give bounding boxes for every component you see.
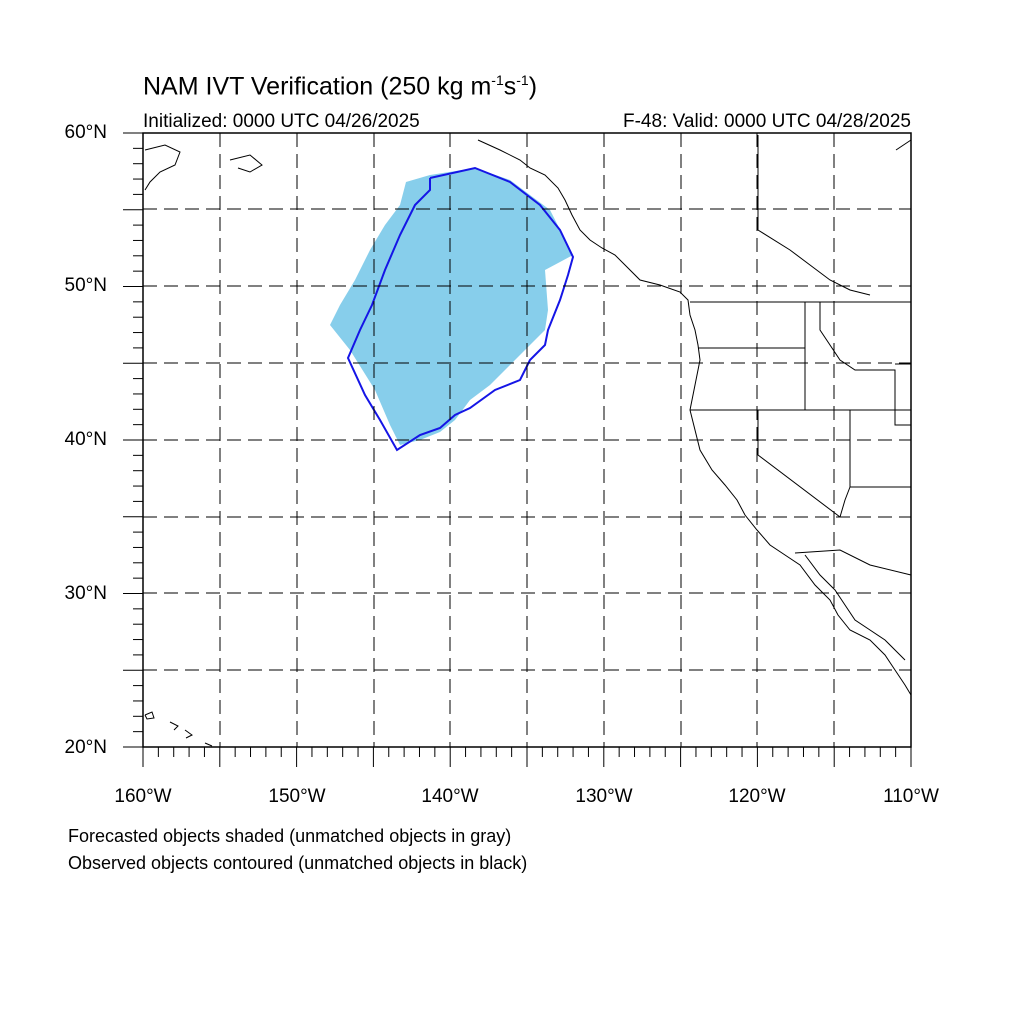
lat-label-50: 50°N: [64, 275, 107, 296]
lat-label-30: 30°N: [64, 583, 107, 604]
lat-label-40: 40°N: [64, 429, 107, 450]
observed-object-contour: [346, 166, 575, 452]
lon-label-150w: 150°W: [268, 786, 326, 807]
valid-time-label: F-48: Valid: 0000 UTC 04/28/2025: [623, 111, 911, 132]
map-title: NAM IVT Verification (250 kg m-1s-1): [143, 72, 538, 101]
lat-label-60: 60°N: [64, 122, 107, 143]
initialized-label: Initialized: 0000 UTC 04/26/2025: [143, 111, 420, 132]
lon-label-110w: 110°W: [883, 786, 939, 807]
lon-label-140w: 140°W: [421, 786, 479, 807]
forecast-object-shade: [330, 168, 573, 445]
lon-label-130w: 130°W: [575, 786, 633, 807]
lat-label-20: 20°N: [64, 737, 107, 758]
political-borders: [690, 301, 912, 576]
coastline: [144, 135, 912, 747]
legend-observed-note: Observed objects contoured (unmatched ob…: [68, 853, 528, 873]
graticule: [143, 133, 911, 747]
axis-ticks: [123, 132, 912, 767]
lon-label-120w: 120°W: [728, 786, 786, 807]
legend-forecast-note: Forecasted objects shaded (unmatched obj…: [68, 826, 512, 846]
lon-label-160w: 160°W: [114, 786, 172, 807]
